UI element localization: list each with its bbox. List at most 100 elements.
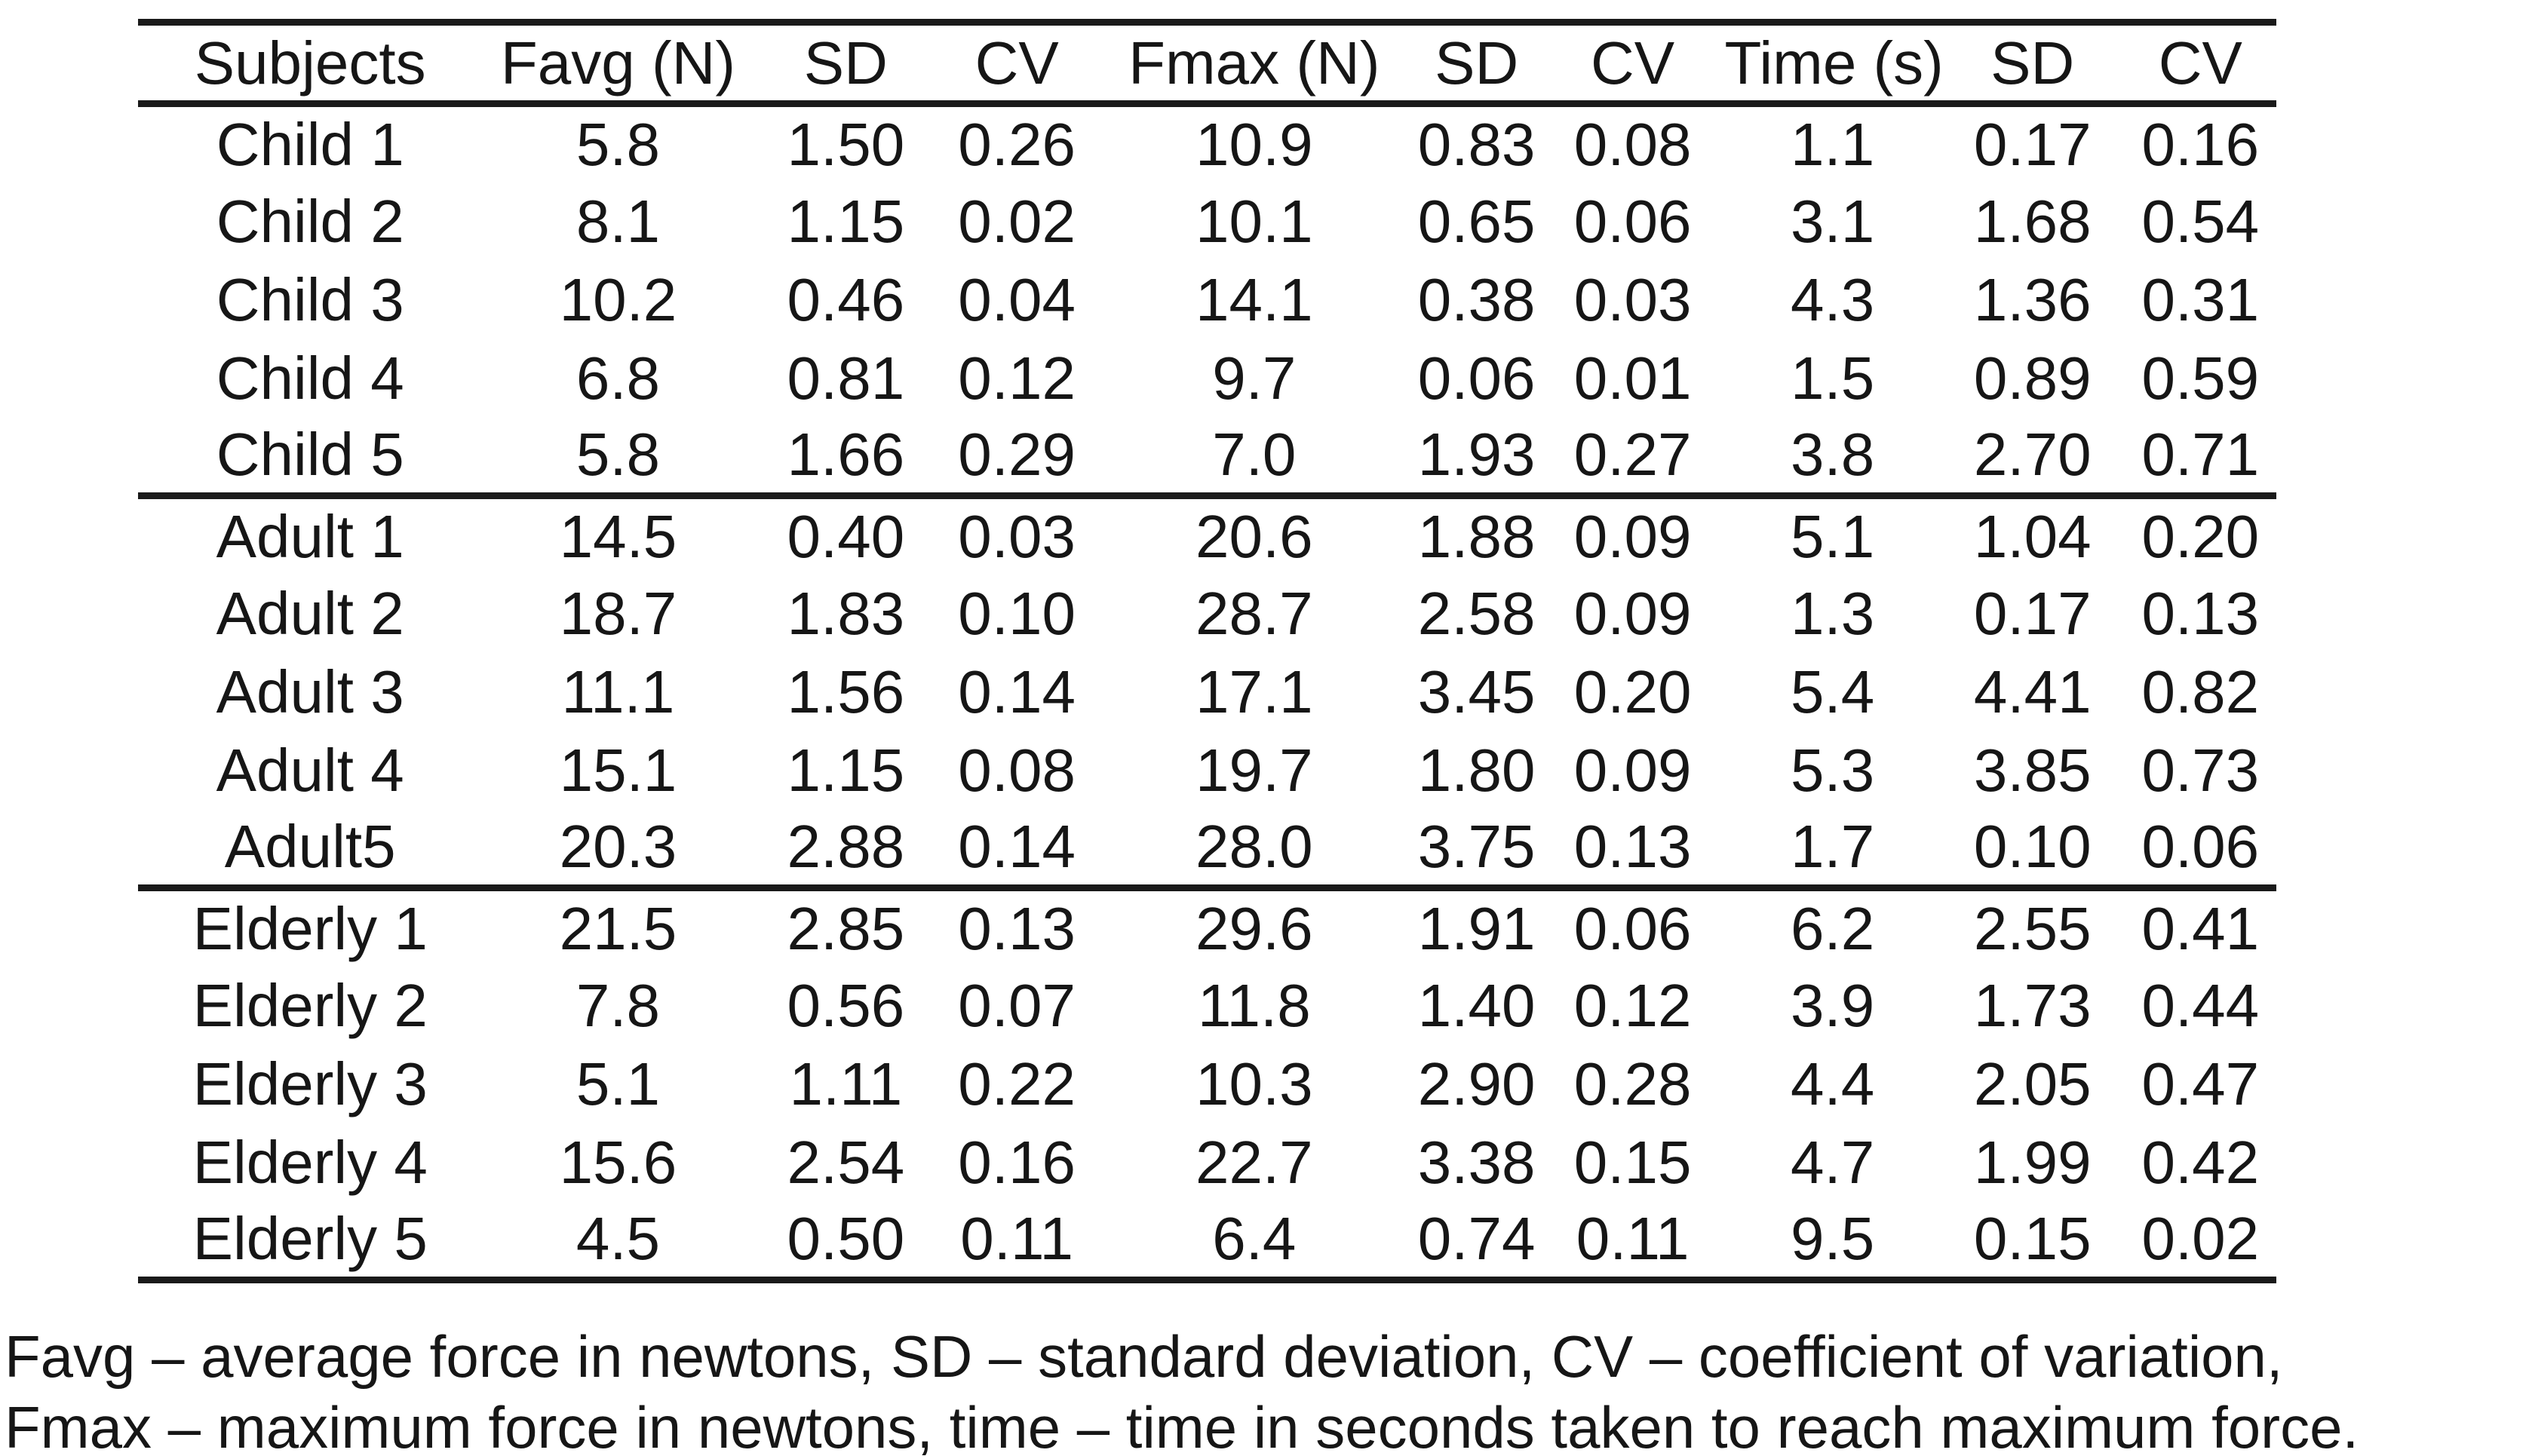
value-cell: 6.4 — [1212, 1205, 1297, 1273]
value-cell: 6.2 — [1791, 894, 1875, 962]
value-cell: 4.4 — [1791, 1050, 1875, 1117]
value-cell: 20.6 — [1195, 502, 1313, 570]
value-cell: 0.83 — [1417, 110, 1536, 178]
value-cell: 2.55 — [1973, 894, 2092, 962]
table-row: Adult5 20.3 2.88 0.14 28.0 3.75 0.13 1.7 0.10 0.0… — [138, 810, 2276, 888]
value-cell: 0.50 — [787, 1205, 905, 1273]
value-cell: 2.58 — [1417, 579, 1536, 647]
value-cell: 11.8 — [1197, 971, 1311, 1039]
table-row: Child 2 8.1 1.15 0.02 10.1 0.65 0.06 3.1 1.68 0.5… — [138, 182, 2276, 261]
value-cell: 0.46 — [787, 265, 905, 333]
table-row: Elderly 2 7.8 0.56 0.07 11.8 1.40 0.12 3.9 1.73 0… — [138, 967, 2276, 1045]
value-cell: 3.38 — [1417, 1128, 1536, 1196]
value-cell: 21.5 — [559, 894, 677, 962]
value-cell: 1.36 — [1973, 265, 2092, 333]
value-cell: 18.7 — [559, 579, 677, 647]
subject-cell: Adult 3 — [216, 657, 404, 725]
table-row: Child 5 5.8 1.66 0.29 7.0 1.93 0.27 3.8 2.70 0.71 — [138, 418, 2276, 496]
value-cell: 0.08 — [1573, 110, 1692, 178]
column-header-time: Time (s) — [1724, 29, 1944, 97]
table-row: Adult 2 18.7 1.83 0.10 28.7 2.58 0.09 1.3 0.17 0.… — [138, 575, 2276, 653]
value-cell: 0.13 — [958, 894, 1076, 962]
subjects-force-table: Subjects Favg (N) SD CV Fmax (N) SD CV T… — [138, 19, 2276, 1283]
value-cell: 6.8 — [575, 344, 661, 412]
section-adult: Adult 1 14.5 0.40 0.03 20.6 1.88 0.09 5.1 1.04 0.… — [138, 495, 2276, 888]
value-cell: 0.81 — [787, 344, 905, 412]
value-cell: 0.13 — [2141, 579, 2260, 647]
subject-cell: Child 3 — [216, 265, 404, 333]
section-elderly: Elderly 1 21.5 2.85 0.13 29.6 1.91 0.06 6.2 2.55… — [138, 887, 2276, 1280]
value-cell: 0.11 — [960, 1205, 1074, 1273]
value-cell: 0.14 — [958, 813, 1076, 881]
value-cell: 10.3 — [1195, 1050, 1313, 1117]
section-child: Child 1 5.8 1.50 0.26 10.9 0.83 0.08 1.1 0.17 0.1… — [138, 104, 2276, 496]
subject-cell: Adult5 — [224, 813, 396, 881]
value-cell: 1.91 — [1417, 894, 1536, 962]
table-row: Elderly 4 15.6 2.54 0.16 22.7 3.38 0.15 4.7 1.99… — [138, 1123, 2276, 1202]
column-header-cv-time: CV — [2158, 29, 2242, 97]
value-cell: 0.11 — [1576, 1205, 1690, 1273]
value-cell: 1.80 — [1417, 736, 1536, 804]
value-cell: 0.42 — [2141, 1128, 2260, 1196]
value-cell: 1.73 — [1973, 971, 2092, 1039]
value-cell: 0.20 — [2141, 502, 2260, 570]
subject-cell: Child 5 — [216, 421, 404, 489]
value-cell: 2.85 — [787, 894, 905, 962]
value-cell: 0.15 — [1573, 1128, 1692, 1196]
value-cell: 0.06 — [1573, 894, 1692, 962]
value-cell: 0.59 — [2141, 344, 2260, 412]
value-cell: 1.04 — [1973, 502, 2092, 570]
value-cell: 0.06 — [1573, 187, 1692, 255]
value-cell: 2.88 — [787, 813, 905, 881]
value-cell: 0.56 — [787, 971, 905, 1039]
value-cell: 4.3 — [1791, 265, 1875, 333]
value-cell: 1.5 — [1791, 344, 1875, 412]
value-cell: 0.17 — [1973, 579, 2092, 647]
value-cell: 3.1 — [1791, 187, 1875, 255]
value-cell: 0.14 — [958, 657, 1076, 725]
value-cell: 1.11 — [789, 1050, 903, 1117]
value-cell: 15.6 — [559, 1128, 677, 1196]
value-cell: 0.89 — [1973, 344, 2092, 412]
subject-cell: Elderly 2 — [192, 971, 428, 1039]
value-cell: 2.90 — [1417, 1050, 1536, 1117]
value-cell: 5.1 — [1791, 502, 1875, 570]
value-cell: 0.06 — [1417, 344, 1536, 412]
value-cell: 22.7 — [1195, 1128, 1313, 1196]
column-header-subjects: Subjects — [194, 29, 426, 97]
value-cell: 14.5 — [559, 502, 677, 570]
subject-cell: Adult 1 — [216, 502, 404, 570]
column-header-sd-favg: SD — [803, 29, 888, 97]
value-cell: 11.1 — [561, 657, 675, 725]
value-cell: 4.7 — [1791, 1128, 1875, 1196]
value-cell: 0.82 — [2141, 657, 2260, 725]
value-cell: 10.2 — [559, 265, 677, 333]
value-cell: 1.83 — [787, 579, 905, 647]
table-row: Elderly 3 5.1 1.11 0.22 10.3 2.90 0.28 4.4 2.05 0… — [138, 1045, 2276, 1123]
value-cell: 14.1 — [1195, 265, 1313, 333]
value-cell: 4.5 — [575, 1205, 661, 1273]
value-cell: 29.6 — [1195, 894, 1313, 962]
value-cell: 9.5 — [1791, 1205, 1875, 1273]
subject-cell: Elderly 5 — [192, 1205, 428, 1273]
value-cell: 0.09 — [1573, 502, 1692, 570]
value-cell: 0.74 — [1417, 1205, 1536, 1273]
value-cell: 0.02 — [2141, 1205, 2260, 1273]
value-cell: 0.01 — [1573, 344, 1692, 412]
value-cell: 20.3 — [559, 813, 677, 881]
value-cell: 0.06 — [2141, 813, 2260, 881]
value-cell: 7.0 — [1212, 421, 1297, 489]
value-cell: 0.13 — [1573, 813, 1692, 881]
column-header-sd-time: SD — [1990, 29, 2075, 97]
value-cell: 17.1 — [1195, 657, 1313, 725]
value-cell: 0.71 — [2141, 421, 2260, 489]
subject-cell: Adult 2 — [216, 579, 404, 647]
subject-cell: Adult 4 — [216, 736, 404, 804]
value-cell: 0.07 — [958, 971, 1076, 1039]
value-cell: 0.27 — [1573, 421, 1692, 489]
column-header-favg: Favg (N) — [500, 29, 735, 97]
value-cell: 0.26 — [958, 110, 1076, 178]
value-cell: 0.10 — [958, 579, 1076, 647]
subject-cell: Elderly 4 — [192, 1128, 428, 1196]
value-cell: 0.16 — [958, 1128, 1076, 1196]
